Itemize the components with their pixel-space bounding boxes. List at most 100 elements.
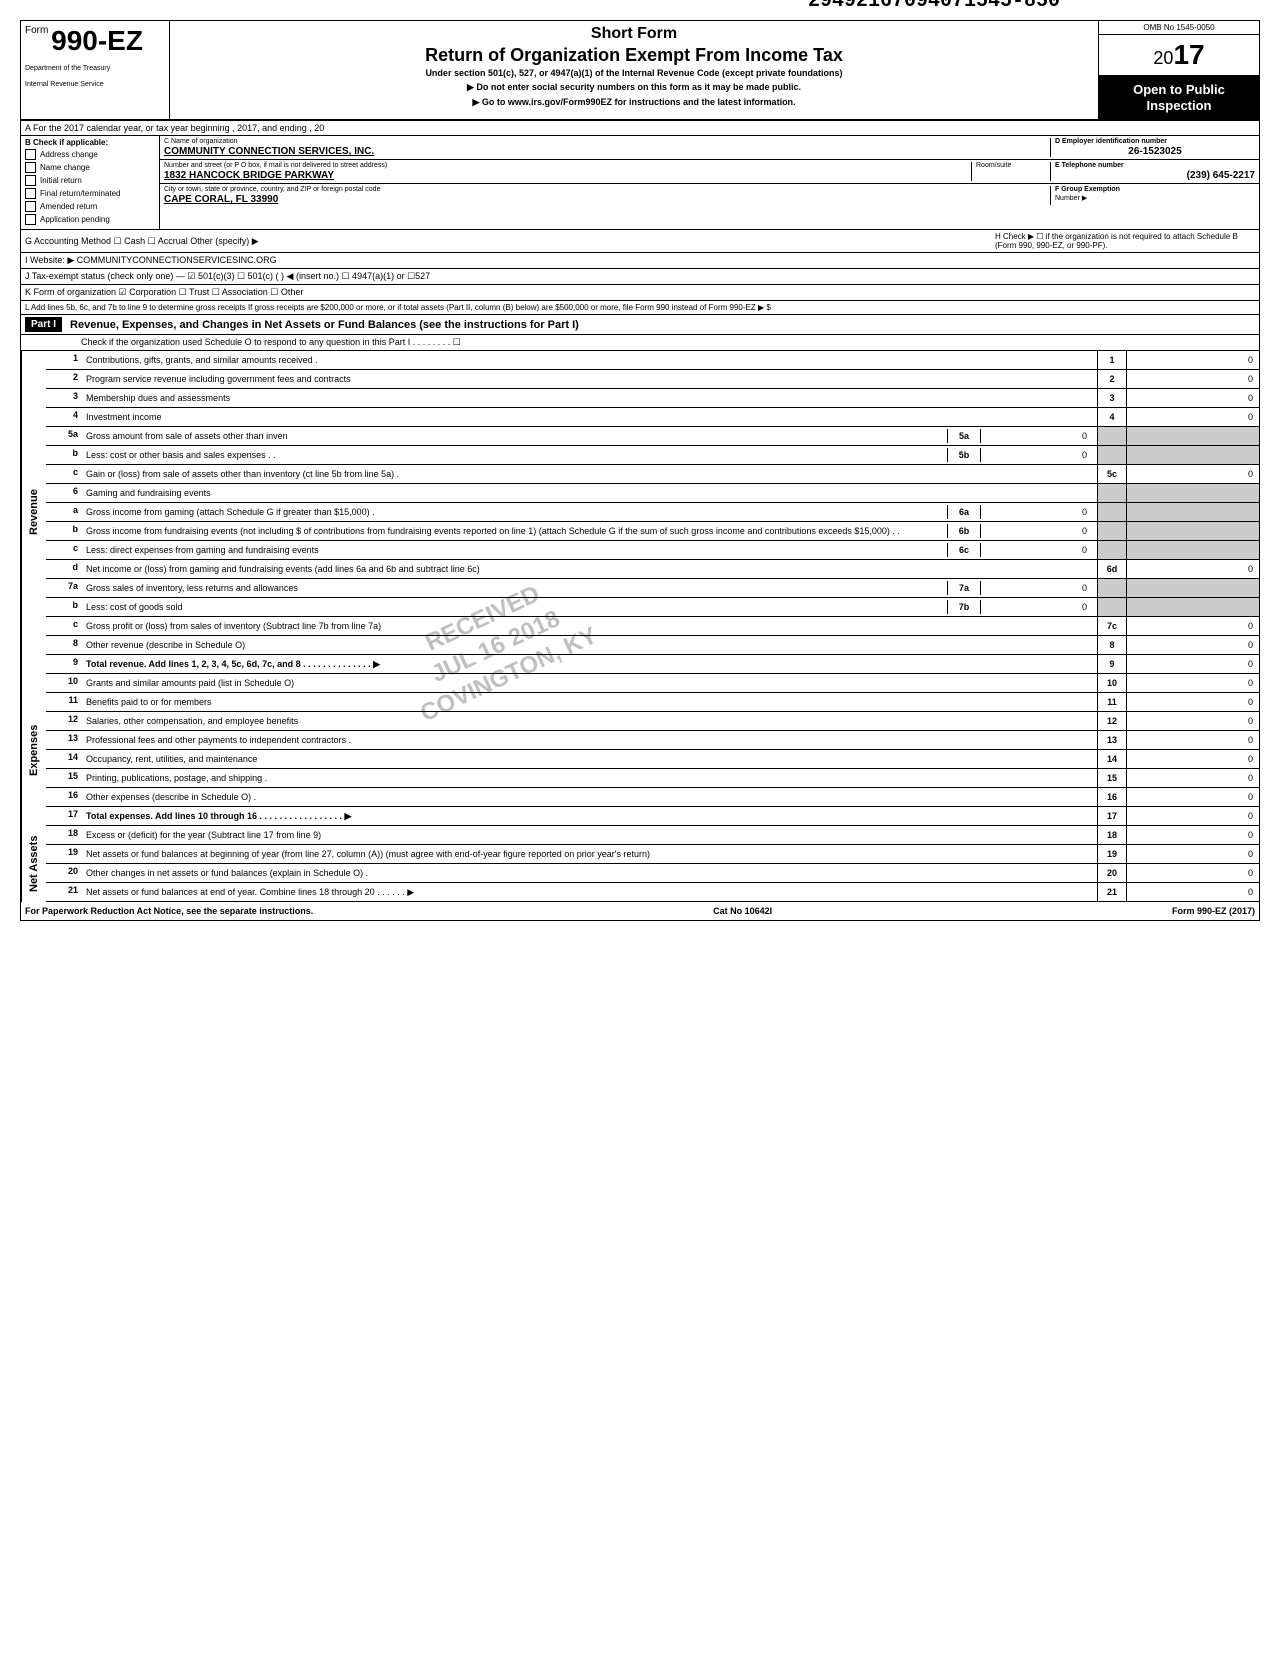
line-row: bGross income from fundraising events (n… — [46, 522, 1259, 541]
line-box-value: 0 — [1126, 465, 1259, 483]
line-box-value: 0 — [1126, 617, 1259, 635]
line-description: Other expenses (describe in Schedule O) … — [82, 788, 1097, 806]
group-exemption-number: Number ▶ — [1055, 194, 1255, 202]
line-box-value: 0 — [1126, 731, 1259, 749]
line-description: Net assets or fund balances at beginning… — [82, 845, 1097, 863]
checkbox-name-change[interactable]: Name change — [25, 162, 155, 173]
line-description: Occupancy, rent, utilities, and maintena… — [82, 750, 1097, 768]
inner-box-value: 0 — [981, 600, 1093, 614]
ein-value: 26-1523025 — [1055, 146, 1255, 157]
line-description: Contributions, gifts, grants, and simila… — [82, 351, 1097, 369]
line-description: Printing, publications, postage, and shi… — [82, 769, 1097, 787]
line-description: Less: cost of goods sold — [86, 602, 947, 612]
inner-box-number: 5a — [947, 429, 981, 443]
ein-label: D Employer identification number — [1055, 138, 1255, 145]
line-box-number: 4 — [1097, 408, 1126, 426]
line-row: c Less: direct expenses from gaming and f… — [46, 541, 1259, 560]
footer-left: For Paperwork Reduction Act Notice, see … — [25, 906, 313, 916]
line-box-number: 9 — [1097, 655, 1126, 673]
line-row: 12Salaries, other compensation, and empl… — [46, 712, 1259, 731]
line-number: 13 — [46, 731, 82, 749]
line-box-value: 0 — [1126, 788, 1259, 806]
street-label: Number and street (or P O box, if mail i… — [164, 162, 971, 169]
year-prefix: 20 — [1153, 48, 1173, 68]
expenses-section: Expenses 10Grants and similar amounts pa… — [21, 674, 1259, 826]
footer-mid: Cat No 10642I — [713, 906, 772, 916]
line-description: Gaming and fundraising events — [82, 484, 1097, 502]
netassets-side-label: Net Assets — [21, 826, 46, 902]
line-number: 8 — [46, 636, 82, 654]
inner-box-number: 7b — [947, 600, 981, 614]
line-row: bLess: cost or other basis and sales exp… — [46, 446, 1259, 465]
line-number: 4 — [46, 408, 82, 426]
line-description: Less: cost or other basis and sales expe… — [82, 446, 1097, 464]
form-prefix: Form — [25, 25, 48, 36]
line-box-number: 6d — [1097, 560, 1126, 578]
line-box-number: 8 — [1097, 636, 1126, 654]
inner-box-value: 0 — [981, 429, 1093, 443]
line-number: b — [46, 446, 82, 464]
line-row: 4Investment income40 — [46, 408, 1259, 427]
line-number: c — [46, 541, 82, 559]
checkbox-application-pending[interactable]: Application pending — [25, 214, 155, 225]
line-number: 15 — [46, 769, 82, 787]
row-a-calendar-year: A For the 2017 calendar year, or tax yea… — [21, 121, 1259, 136]
checkbox-amended-return[interactable]: Amended return — [25, 201, 155, 212]
line-row: 11Benefits paid to or for members110 — [46, 693, 1259, 712]
line-number: c — [46, 465, 82, 483]
inner-box-value: 0 — [981, 524, 1093, 538]
line-box-value: 0 — [1126, 389, 1259, 407]
line-description: Gross profit or (loss) from sales of inv… — [82, 617, 1097, 635]
line-description: Gross income from gaming (attach Schedul… — [86, 507, 947, 517]
line-row: 17Total expenses. Add lines 10 through 1… — [46, 807, 1259, 826]
line-number: 1 — [46, 351, 82, 369]
line-description: Benefits paid to or for members — [82, 693, 1097, 711]
line-box-value — [1126, 598, 1259, 616]
line-box-number — [1097, 427, 1126, 445]
line-box-value: 0 — [1126, 864, 1259, 882]
street-value: 1832 HANCOCK BRIDGE PARKWAY — [164, 170, 971, 181]
line-number: d — [46, 560, 82, 578]
line-description: Gross amount from sale of assets other t… — [86, 431, 947, 441]
line-box-number: 20 — [1097, 864, 1126, 882]
line-box-number — [1097, 446, 1126, 464]
line-row: 15Printing, publications, postage, and s… — [46, 769, 1259, 788]
org-name-label: C Name of organization — [164, 138, 1046, 145]
line-number: 9 — [46, 655, 82, 673]
line-row: 6Gaming and fundraising events — [46, 484, 1259, 503]
inner-box-value: 0 — [981, 581, 1093, 595]
line-description: Less: direct expenses from gaming and fu… — [86, 545, 947, 555]
checkbox-initial-return[interactable]: Initial return — [25, 175, 155, 186]
part1-badge: Part I — [25, 317, 62, 332]
section-c: C Name of organization COMMUNITY CONNECT… — [160, 136, 1259, 229]
room-label: Room/suite — [976, 162, 1046, 169]
city-label: City or town, state or province, country… — [164, 186, 1046, 193]
line-number: 6 — [46, 484, 82, 502]
row-i-website: I Website: ▶ COMMUNITYCONNECTIONSERVICES… — [21, 253, 1259, 269]
tax-year: 2017 — [1099, 35, 1259, 76]
checkbox-address-change[interactable]: Address change — [25, 149, 155, 160]
line-row: 1Contributions, gifts, grants, and simil… — [46, 351, 1259, 370]
form-number: 990-EZ — [51, 25, 143, 56]
part1-header-row: Part I Revenue, Expenses, and Changes in… — [21, 315, 1259, 335]
line-row: 7aGross sales of inventory, less returns… — [46, 579, 1259, 598]
line-number: 20 — [46, 864, 82, 882]
line-row: 3Membership dues and assessments30 — [46, 389, 1259, 408]
line-row: 18Excess or (deficit) for the year (Subt… — [46, 826, 1259, 845]
line-number: 3 — [46, 389, 82, 407]
line-description: Less: direct expenses from gaming and fu… — [82, 541, 1097, 559]
line-row: 2Program service revenue including gover… — [46, 370, 1259, 389]
line-description: Excess or (deficit) for the year (Subtra… — [82, 826, 1097, 844]
checkbox-final-return[interactable]: Final return/terminated — [25, 188, 155, 199]
line-description: Gross income from gaming (attach Schedul… — [82, 503, 1097, 521]
line-row: cGross profit or (loss) from sales of in… — [46, 617, 1259, 636]
form-footer: For Paperwork Reduction Act Notice, see … — [21, 902, 1259, 920]
line-box-number: 15 — [1097, 769, 1126, 787]
phone-label: E Telephone number — [1055, 162, 1255, 169]
line-number: 18 — [46, 826, 82, 844]
line-box-number: 11 — [1097, 693, 1126, 711]
line-box-number — [1097, 579, 1126, 597]
line-box-value: 0 — [1126, 883, 1259, 901]
line-box-number: 19 — [1097, 845, 1126, 863]
line-description: Gross income from fundraising events (no… — [82, 522, 1097, 540]
